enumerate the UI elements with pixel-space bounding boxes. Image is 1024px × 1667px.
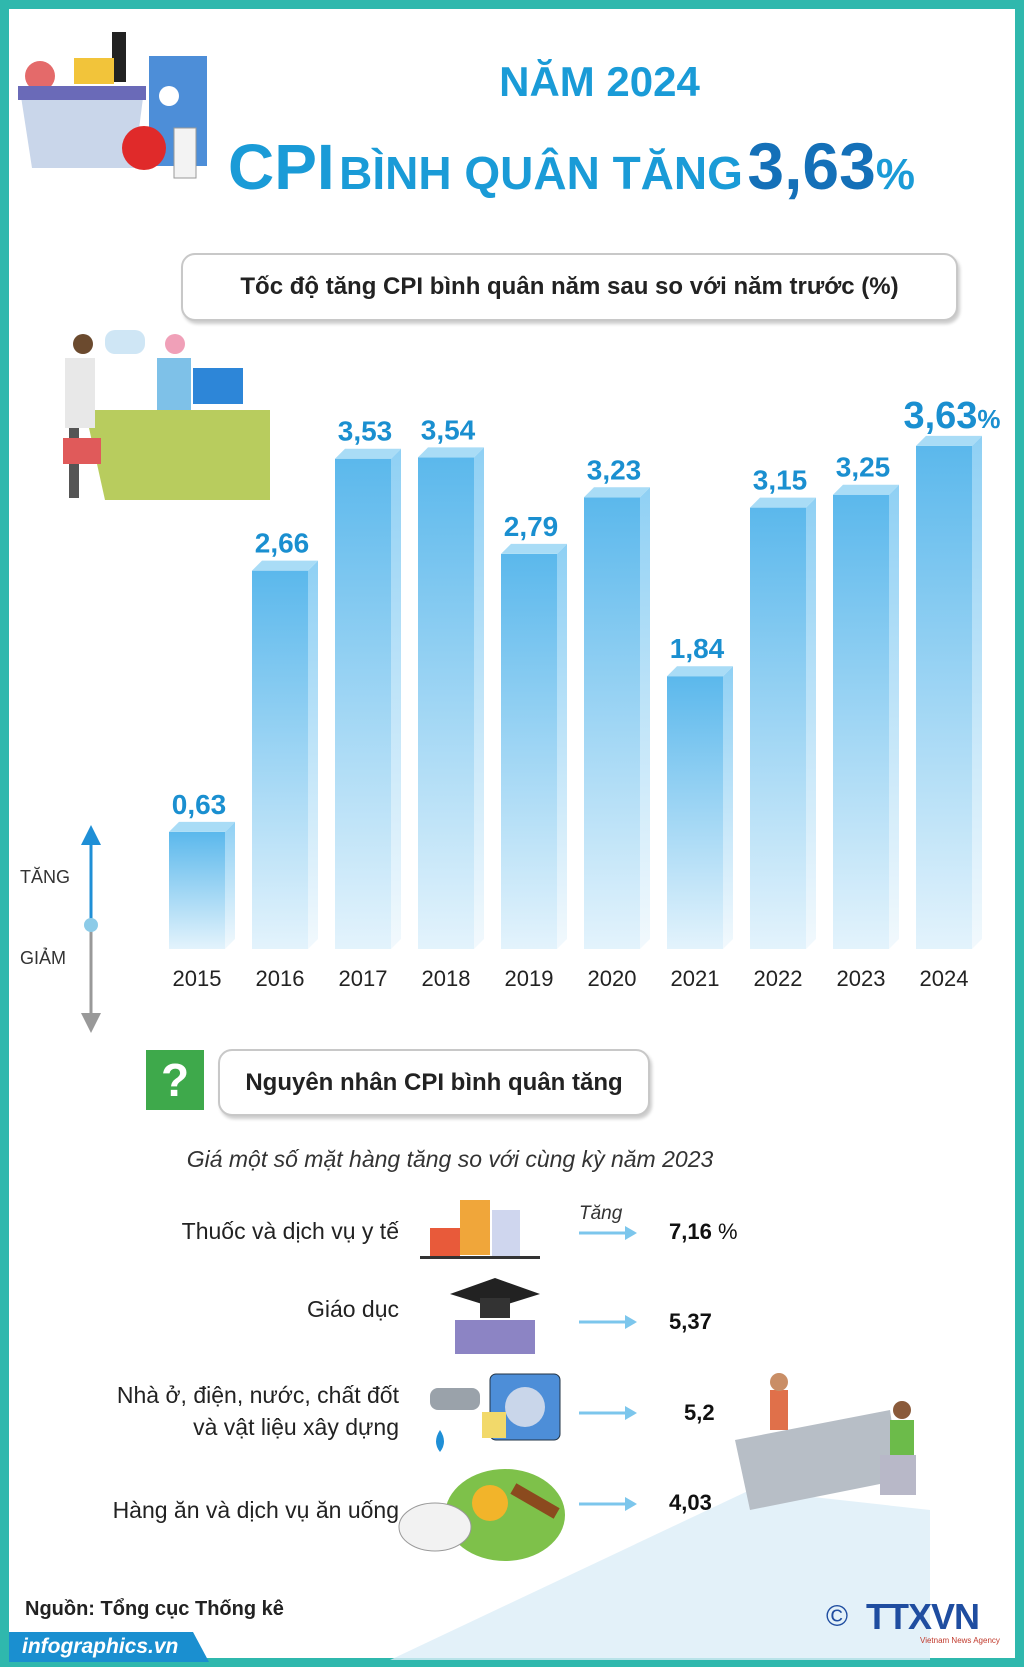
- cause-label-housing-line2: và vật liệu xây dựng: [193, 1414, 399, 1440]
- data-label-2017: 3,53: [338, 416, 393, 447]
- medicine-icon: [420, 1200, 540, 1259]
- arrow-right-icon: [579, 1315, 637, 1329]
- bar-2023: [833, 494, 889, 949]
- x-tick-label: 2023: [837, 966, 886, 991]
- bar-2024: [916, 445, 972, 949]
- bar-top-2020: [584, 487, 650, 498]
- bar-side-2016: [308, 560, 318, 949]
- bar-2015: [169, 831, 225, 949]
- checkout-illustration-icon: [390, 1373, 930, 1660]
- data-label-2015: 0,63: [172, 789, 227, 820]
- data-label-2022: 3,15: [753, 465, 808, 496]
- axis-up-label: TĂNG: [20, 867, 71, 887]
- shopping-basket-icon: [18, 32, 207, 179]
- year-title: NĂM 2024: [499, 58, 700, 105]
- bar-top-2024: [916, 435, 982, 446]
- bar-2022: [750, 507, 806, 949]
- data-label-2019: 2,79: [504, 511, 559, 542]
- x-tick-label: 2020: [588, 966, 637, 991]
- bar-2016: [252, 570, 308, 949]
- bar-top-2023: [833, 484, 899, 495]
- question-icon: ?: [146, 1050, 204, 1110]
- site-link[interactable]: infographics.vn: [22, 1635, 179, 1658]
- ttxvn-logo-sub: Vietnam News Agency: [920, 1636, 1000, 1645]
- data-label-2024: 3,63%: [903, 395, 1000, 437]
- data-label-2020: 3,23: [587, 454, 642, 485]
- bar-side-2017: [391, 448, 401, 949]
- cause-value-education: 5,37: [669, 1309, 712, 1334]
- bar-top-2016: [252, 560, 318, 571]
- x-tick-label: 2016: [256, 966, 305, 991]
- bar-side-2015: [225, 821, 235, 949]
- x-tick-label: 2018: [422, 966, 471, 991]
- bar-side-2023: [889, 484, 899, 949]
- x-tick-label: 2021: [671, 966, 720, 991]
- bar-side-2021: [723, 666, 733, 949]
- faucet-socket-icon: [430, 1373, 561, 1452]
- x-tick-label: 2022: [754, 966, 803, 991]
- bar-top-2021: [667, 666, 733, 677]
- cause-value-housing: 5,2: [684, 1400, 715, 1425]
- bar-side-2022: [806, 497, 816, 949]
- data-label-2018: 3,54: [421, 414, 476, 445]
- arrow-right-icon: [579, 1497, 637, 1511]
- x-tick-label: 2015: [173, 966, 222, 991]
- copyright-icon: ©: [826, 1600, 849, 1633]
- x-tick-label: 2019: [505, 966, 554, 991]
- data-label-2023: 3,25: [836, 452, 891, 483]
- cashier-illustration-icon: [63, 330, 270, 500]
- headline: CPI BÌNH QUÂN TĂNG 3,63%: [228, 128, 915, 204]
- data-label-2021: 1,84: [670, 633, 725, 664]
- headline-value: 3,63: [747, 129, 876, 203]
- arrow-right-icon: [579, 1226, 637, 1240]
- bar-top-2022: [750, 497, 816, 508]
- causes-heading: Nguyên nhân CPI bình quân tăng: [218, 1049, 650, 1116]
- bar-2017: [335, 458, 391, 949]
- cause-label-medicine: Thuốc và dịch vụ y tế: [181, 1218, 399, 1244]
- x-tick-label: 2017: [339, 966, 388, 991]
- bar-2018: [418, 457, 474, 949]
- cause-value-medicine: 7,16 %: [669, 1219, 738, 1245]
- graduation-cap-icon: [450, 1278, 540, 1354]
- causes-subtitle: Giá một số mặt hàng tăng so với cùng kỳ …: [186, 1146, 714, 1172]
- bar-side-2019: [557, 543, 567, 949]
- bar-top-2018: [418, 447, 484, 458]
- axis-down-label: GIẢM: [20, 948, 67, 968]
- cause-label-housing: Nhà ở, điện, nước, chất đốt và vật liệu x…: [117, 1379, 399, 1443]
- unit: %: [717, 1219, 738, 1244]
- cause-label-housing-line1: Nhà ở, điện, nước, chất đốt: [116, 1382, 399, 1408]
- cause-label-food: Hàng ăn và dịch vụ ăn uống: [112, 1497, 399, 1523]
- ttxvn-logo: TTXVN: [866, 1596, 980, 1637]
- increase-label: Tăng: [579, 1203, 623, 1224]
- bar-top-2019: [501, 543, 567, 554]
- bar-side-2020: [640, 487, 650, 949]
- cause-value-food: 4,03: [669, 1490, 712, 1515]
- bar-2019: [501, 553, 557, 949]
- headline-mid: BÌNH QUÂN TĂNG: [339, 147, 743, 199]
- x-tick-label: 2024: [920, 966, 969, 991]
- headline-cpi: CPI: [228, 131, 335, 203]
- bar-top-2017: [335, 448, 401, 459]
- cause-label-education: Giáo dục: [306, 1296, 399, 1322]
- arrow-right-icon: [579, 1406, 637, 1420]
- bar-top-2015: [169, 821, 235, 832]
- bar-2021: [667, 676, 723, 949]
- chart-title: Tốc độ tăng CPI bình quân năm sau so với…: [181, 253, 958, 321]
- source-text: Nguồn: Tổng cục Thống kê: [25, 1598, 284, 1620]
- cpi-bar-chart: 0,63 2015 2,66 2016 3,53 2017 3,54 2018 2,79 2019…: [169, 395, 1001, 991]
- increase-decrease-axis: [81, 825, 101, 1033]
- value: 7,16: [669, 1219, 712, 1244]
- footer-band: [9, 1632, 209, 1662]
- bar-side-2024: [972, 435, 982, 950]
- data-label-2016: 2,66: [255, 528, 310, 559]
- bar-side-2018: [474, 447, 484, 949]
- headline-unit: %: [875, 150, 915, 199]
- food-icon: [398, 1469, 565, 1561]
- bar-2020: [584, 497, 640, 949]
